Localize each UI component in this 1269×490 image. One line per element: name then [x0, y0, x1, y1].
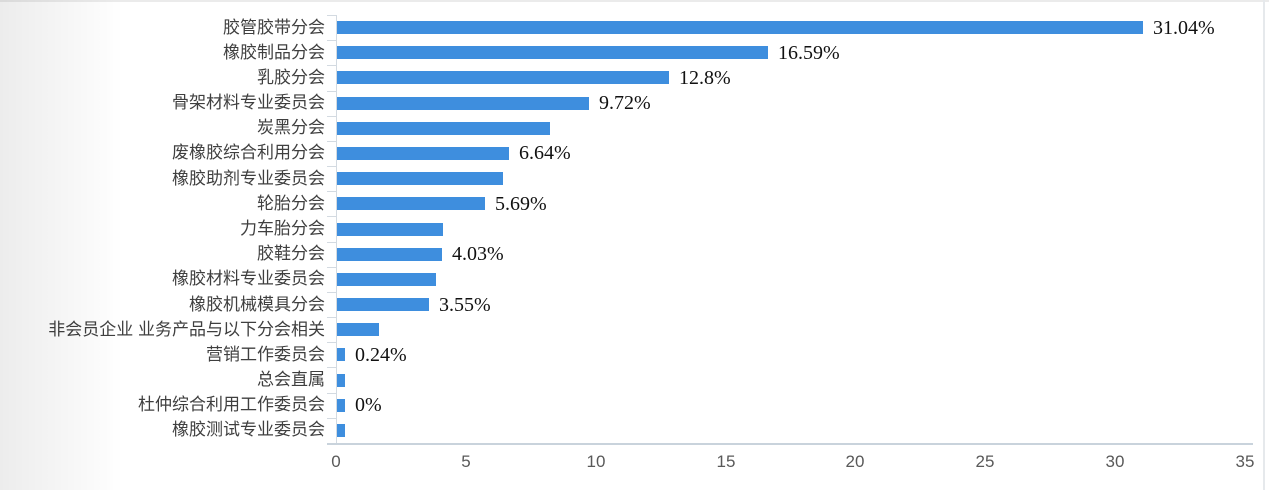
category-label: 胶管胶带分会 [223, 18, 325, 37]
bar-data-label: 0% [355, 394, 382, 416]
category-axis-tick [327, 317, 336, 318]
category-label: 总会直属 [257, 370, 325, 389]
category-axis-tick [327, 292, 336, 293]
category-axis-line [336, 15, 337, 444]
category-axis-tick [327, 342, 336, 343]
x-axis-tick-label: 0 [331, 452, 341, 471]
chart-bar [337, 147, 509, 160]
chart-bar [337, 424, 345, 437]
category-axis-tick [327, 15, 336, 16]
category-axis-tick [327, 393, 336, 394]
chart-bar [337, 97, 589, 110]
category-label: 非会员企业 业务产品与以下分会相关 [48, 320, 325, 339]
chart-bar [337, 273, 436, 286]
x-axis-tick-label: 25 [975, 452, 995, 471]
category-label: 杜仲综合利用工作委员会 [138, 395, 325, 414]
category-label: 废橡胶综合利用分会 [172, 143, 325, 162]
bar-data-label: 6.64% [519, 142, 571, 164]
category-label: 胶鞋分会 [257, 244, 325, 263]
right-border-line [1263, 0, 1265, 490]
x-axis-tick-label: 10 [586, 452, 606, 471]
chart-bar [337, 348, 345, 361]
chart-bar [337, 46, 768, 59]
chart-bar [337, 122, 550, 135]
x-axis-tick-label: 5 [461, 452, 471, 471]
chart-bar [337, 172, 503, 185]
category-axis-tick [327, 267, 336, 268]
category-axis-tick [327, 65, 336, 66]
category-axis-tick [327, 367, 336, 368]
x-axis-tick-label: 15 [716, 452, 736, 471]
chart-bar [337, 71, 669, 84]
chart-bar [337, 21, 1143, 34]
bar-data-label: 31.04% [1153, 17, 1215, 39]
category-axis-tick [327, 166, 336, 167]
bar-data-label: 0.24% [355, 344, 407, 366]
bar-data-label: 9.72% [599, 92, 651, 114]
chart-bar [337, 374, 345, 387]
category-label: 橡胶测试专业委员会 [172, 420, 325, 439]
chart-bar [337, 223, 443, 236]
category-label: 轮胎分会 [257, 194, 325, 213]
chart-bar [337, 323, 379, 336]
category-axis-tick [327, 242, 336, 243]
category-label: 骨架材料专业委员会 [172, 93, 325, 112]
category-label: 营销工作委员会 [206, 345, 325, 364]
chart-bar [337, 399, 345, 412]
category-label: 橡胶助剂专业委员会 [172, 169, 325, 188]
category-label: 橡胶制品分会 [223, 43, 325, 62]
x-axis-tick-label: 35 [1235, 452, 1255, 471]
bar-data-label: 3.55% [439, 294, 491, 316]
x-axis-tick-label: 20 [845, 452, 865, 471]
bar-data-label: 12.8% [679, 67, 731, 89]
x-axis-tick-label: 30 [1105, 452, 1125, 471]
category-label: 炭黑分会 [257, 118, 325, 137]
x-axis-line [327, 443, 1253, 445]
category-axis-tick [327, 40, 336, 41]
category-axis-tick [327, 418, 336, 419]
chart-bar [337, 298, 429, 311]
category-axis-tick [327, 191, 336, 192]
category-axis-tick [327, 91, 336, 92]
bar-data-label: 5.69% [495, 193, 547, 215]
top-border-line [0, 0, 1269, 2]
category-axis-tick [327, 116, 336, 117]
chart-bar [337, 248, 442, 261]
chart-bar [337, 197, 485, 210]
category-axis-tick [327, 216, 336, 217]
category-axis-tick [327, 141, 336, 142]
bar-data-label: 16.59% [778, 42, 840, 64]
category-label: 力车胎分会 [240, 219, 325, 238]
category-label: 橡胶材料专业委员会 [172, 269, 325, 288]
category-label: 橡胶机械模具分会 [189, 295, 325, 314]
bar-data-label: 4.03% [452, 243, 504, 265]
category-label: 乳胶分会 [257, 68, 325, 87]
